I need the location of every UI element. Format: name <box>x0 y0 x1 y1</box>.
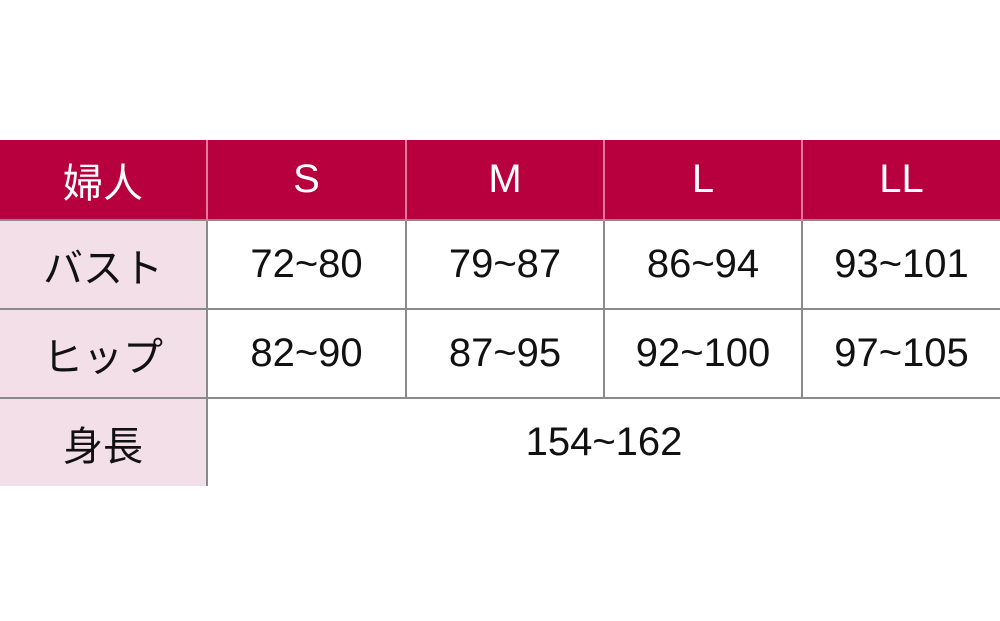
row-label: ヒップ <box>0 308 208 399</box>
cell: 87~95 <box>405 308 605 399</box>
header-size-ll: LL <box>801 140 1000 220</box>
header-size-l: L <box>603 140 802 220</box>
table-row-hip: ヒップ 82~90 87~95 92~100 97~105 <box>0 308 1000 399</box>
header-size-m: M <box>405 140 604 220</box>
table-row-height: 身長 154~162 <box>0 397 1000 486</box>
row-label: 身長 <box>0 397 208 486</box>
cell: 79~87 <box>405 219 605 310</box>
header-row: 婦人 S M L LL <box>0 140 1000 220</box>
cell: 72~80 <box>206 219 407 310</box>
cell: 93~101 <box>801 219 1000 310</box>
cell-spanning: 154~162 <box>206 397 1000 486</box>
header-size-s: S <box>206 140 406 220</box>
table-row-bust: バスト 72~80 79~87 86~94 93~101 <box>0 219 1000 310</box>
cell: 82~90 <box>206 308 407 399</box>
cell: 97~105 <box>801 308 1000 399</box>
cell: 86~94 <box>603 219 803 310</box>
row-label: バスト <box>0 219 208 310</box>
cell: 92~100 <box>603 308 803 399</box>
size-chart-table: 婦人 S M L LL バスト 72~80 79~87 86~94 93~101… <box>0 140 1000 486</box>
header-corner: 婦人 <box>0 140 207 220</box>
